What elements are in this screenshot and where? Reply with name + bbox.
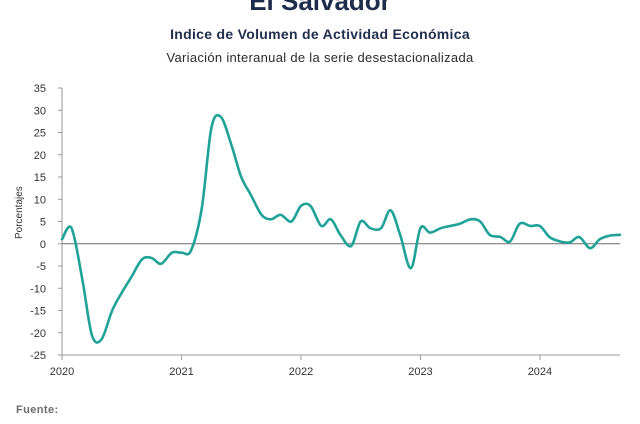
chart-title: El Salvador bbox=[249, 0, 391, 16]
y-tick-label: 5 bbox=[40, 217, 46, 229]
x-tick-label: 2023 bbox=[408, 366, 432, 378]
y-axis-label: Porcentajes bbox=[14, 186, 25, 239]
chart-subtitle: Indice de Volumen de Actividad Económica bbox=[170, 26, 470, 42]
y-tick-label: -20 bbox=[30, 328, 46, 340]
y-axis: 35 30 25 20 15 10 5 0 -5 -10 -15 -20 -25 bbox=[30, 83, 63, 362]
y-tick-label: -25 bbox=[30, 350, 46, 362]
y-tick-label: 10 bbox=[34, 194, 46, 206]
x-tick-label: 2020 bbox=[50, 366, 74, 378]
x-axis: 2020 2021 2022 2023 2024 bbox=[50, 354, 620, 378]
y-tick-label: 25 bbox=[34, 128, 46, 140]
y-tick-label: 35 bbox=[34, 83, 46, 95]
y-tick-label: -5 bbox=[36, 261, 46, 273]
y-tick-label: 15 bbox=[34, 172, 46, 184]
series-line bbox=[60, 113, 622, 344]
y-tick-label: -10 bbox=[30, 283, 46, 295]
chart-description: Variación interanual de la serie desesta… bbox=[166, 50, 474, 65]
source-note: Fuente: bbox=[16, 404, 59, 416]
x-tick-label: 2022 bbox=[289, 366, 313, 378]
y-tick-label: 20 bbox=[34, 150, 46, 162]
y-tick-label: -15 bbox=[30, 306, 46, 318]
y-tick-label: 0 bbox=[40, 239, 46, 251]
x-tick-label: 2024 bbox=[528, 366, 552, 378]
y-tick-label: 30 bbox=[34, 105, 46, 117]
x-tick-label: 2021 bbox=[169, 366, 193, 378]
